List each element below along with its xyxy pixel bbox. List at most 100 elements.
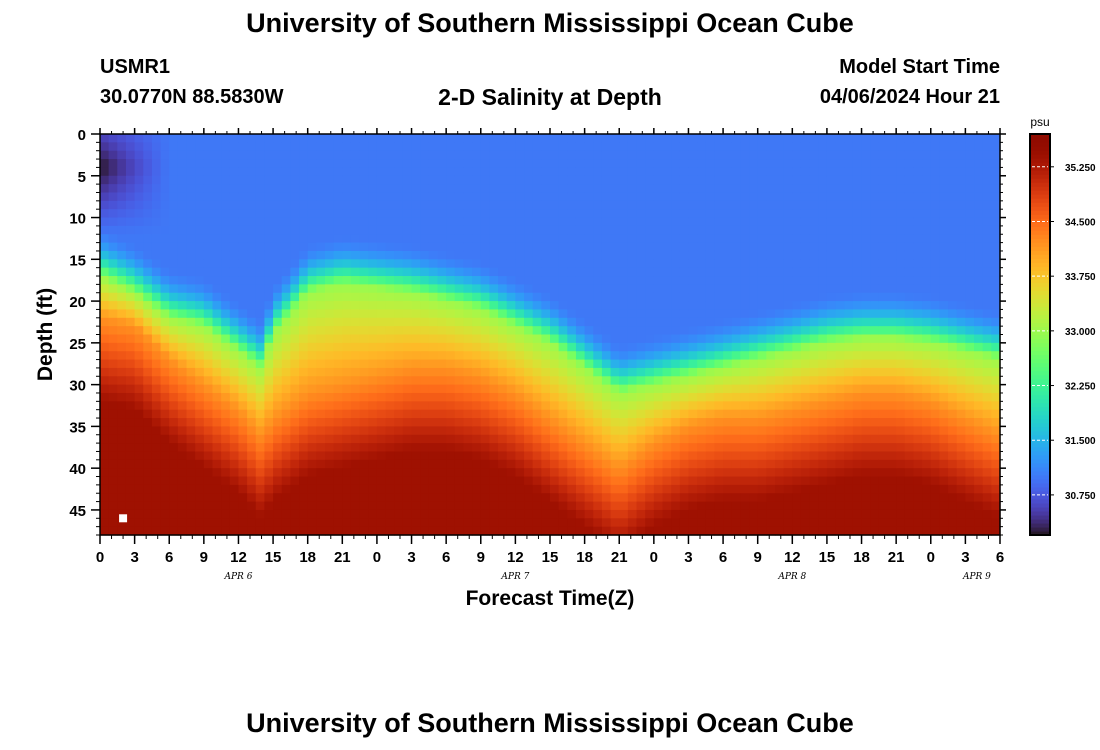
heatmap-cell	[601, 284, 612, 294]
heatmap-cell	[610, 234, 620, 244]
heatmap-cell	[437, 292, 447, 302]
heatmap-cell	[662, 451, 672, 461]
heatmap-cell	[922, 184, 932, 194]
heatmap-cell	[376, 192, 387, 202]
heatmap-cell	[342, 234, 352, 244]
heatmap-cell	[325, 418, 335, 427]
heatmap-cell	[601, 301, 612, 311]
heatmap-cell	[913, 292, 923, 302]
heatmap-cell	[498, 359, 508, 369]
heatmap-cell	[965, 309, 975, 319]
heatmap-cell	[264, 384, 274, 394]
heatmap-cell	[472, 175, 482, 185]
heatmap-cell	[740, 384, 750, 394]
heatmap-cell	[117, 200, 127, 210]
heatmap-cell	[437, 242, 447, 252]
heatmap-cell	[169, 459, 179, 469]
heatmap-cell	[584, 451, 594, 461]
heatmap-cell	[255, 484, 266, 494]
heatmap-cell	[705, 301, 716, 311]
heatmap-cell	[177, 259, 188, 269]
heatmap-cell	[515, 418, 525, 427]
heatmap-cell	[117, 476, 127, 486]
heatmap-cell	[515, 200, 525, 210]
heatmap-cell	[870, 342, 880, 352]
heatmap-cell	[835, 493, 845, 503]
heatmap-cell	[697, 367, 707, 377]
heatmap-cell	[489, 509, 499, 519]
heatmap-cell	[221, 501, 231, 511]
heatmap-cell	[195, 301, 205, 311]
heatmap-cell	[826, 142, 837, 152]
heatmap-cell	[740, 301, 750, 311]
heatmap-cell	[100, 484, 110, 494]
heatmap-cell	[775, 501, 785, 511]
heatmap-cell	[705, 468, 716, 478]
heatmap-cell	[247, 200, 257, 210]
heatmap-cell	[965, 134, 975, 143]
heatmap-cell	[100, 451, 110, 461]
heatmap-cell	[532, 217, 542, 227]
heatmap-cell	[878, 526, 889, 536]
heatmap-cell	[723, 142, 733, 152]
heatmap-cell	[532, 459, 542, 469]
heatmap-cell	[480, 159, 491, 169]
heatmap-cell	[463, 476, 473, 486]
heatmap-cell	[826, 409, 837, 419]
heatmap-cell	[108, 200, 118, 210]
heatmap-cell	[757, 351, 767, 361]
heatmap-cell	[757, 443, 767, 453]
heatmap-cell	[723, 434, 733, 444]
heatmap-cell	[679, 468, 690, 478]
heatmap-cell	[948, 167, 958, 177]
heatmap-cell	[100, 134, 110, 143]
heatmap-cell	[515, 518, 525, 528]
heatmap-cell	[835, 167, 845, 177]
heatmap-cell	[203, 317, 214, 327]
heatmap-cell	[653, 443, 664, 453]
heatmap-cell	[800, 376, 811, 386]
heatmap-cell	[541, 468, 551, 478]
heatmap-cell	[394, 167, 404, 177]
heatmap-cell	[290, 134, 300, 143]
heatmap-cell	[766, 225, 776, 235]
heatmap-cell	[619, 468, 629, 478]
heatmap-cell	[749, 342, 759, 352]
heatmap-cell	[100, 301, 110, 311]
heatmap-cell	[809, 376, 819, 386]
heatmap-cell	[143, 459, 153, 469]
heatmap-cell	[402, 451, 413, 461]
heatmap-cell	[177, 468, 188, 478]
heatmap-cell	[584, 392, 594, 402]
heatmap-cell	[472, 234, 482, 244]
heatmap-cell	[939, 159, 949, 169]
heatmap-cell	[454, 392, 465, 402]
heatmap-cell	[428, 209, 439, 219]
heatmap-cell	[524, 225, 534, 235]
heatmap-cell	[255, 134, 266, 143]
heatmap-cell	[870, 267, 880, 277]
heatmap-cell	[705, 451, 716, 461]
heatmap-cell	[861, 167, 871, 177]
heatmap-cell	[151, 259, 162, 269]
heatmap-cell	[705, 526, 716, 536]
heatmap-cell	[221, 317, 231, 327]
heatmap-cell	[203, 409, 214, 419]
heatmap-cell	[870, 292, 880, 302]
heatmap-cell	[610, 292, 620, 302]
heatmap-cell	[913, 451, 923, 461]
heatmap-cell	[887, 309, 897, 319]
heatmap-cell	[584, 493, 594, 503]
heatmap-cell	[766, 342, 776, 352]
heatmap-cell	[212, 468, 222, 478]
heatmap-cell	[697, 509, 707, 519]
heatmap-cell	[705, 476, 716, 486]
heatmap-cell	[506, 501, 516, 511]
heatmap-cell	[446, 367, 456, 377]
heatmap-cell	[679, 150, 690, 160]
heatmap-cell	[956, 459, 966, 469]
heatmap-cell	[818, 351, 828, 361]
heatmap-cell	[411, 317, 421, 327]
heatmap-cell	[446, 217, 456, 227]
heatmap-cell	[800, 476, 811, 486]
